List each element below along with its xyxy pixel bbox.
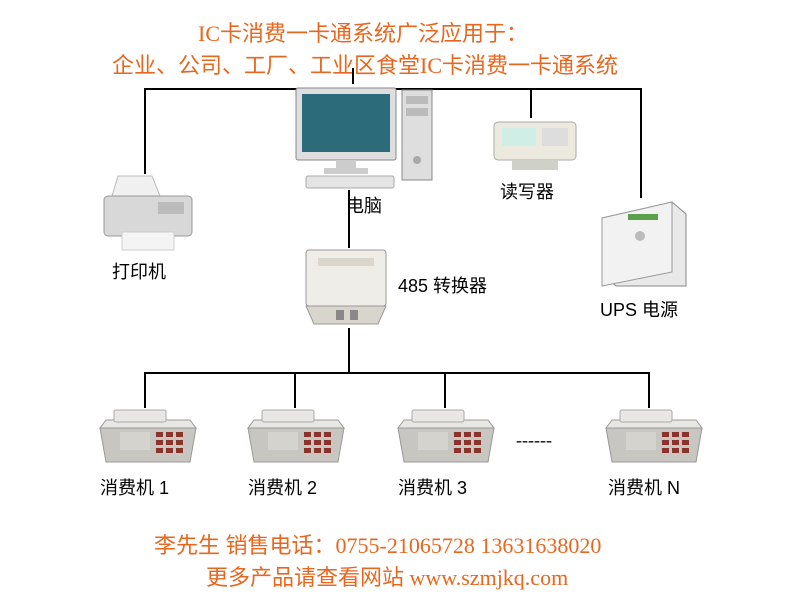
edge xyxy=(144,372,650,374)
label-computer: 电脑 xyxy=(346,192,382,218)
footer-line1: 李先生 销售电话：0755-21065728 13631638020 xyxy=(154,528,601,560)
node-pos2 xyxy=(240,406,352,473)
title-line1: IC卡消费一卡通系统广泛应用于： xyxy=(198,16,528,48)
edge xyxy=(640,88,642,198)
footer-line2: 更多产品请查看网站 www.szmjkq.com xyxy=(206,560,568,592)
node-printer xyxy=(98,172,198,259)
footer-url[interactable]: www.szmjkq.com xyxy=(410,565,569,590)
label-printer: 打印机 xyxy=(112,258,166,284)
edge xyxy=(348,328,350,374)
node-pos1 xyxy=(92,406,204,473)
node-computer xyxy=(288,82,438,195)
node-reader xyxy=(490,116,580,177)
label-posN: 消费机 N xyxy=(608,474,680,500)
label-pos3: 消费机 3 xyxy=(398,474,467,500)
footer-line2-prefix: 更多产品请查看网站 xyxy=(206,565,410,590)
edge xyxy=(444,372,446,408)
node-ups xyxy=(596,196,692,297)
edge xyxy=(294,372,296,408)
node-pos3 xyxy=(390,406,502,473)
label-pos2: 消费机 2 xyxy=(248,474,317,500)
ellipsis: ------ xyxy=(516,430,552,451)
label-converter: 485 转换器 xyxy=(398,272,487,298)
label-pos1: 消费机 1 xyxy=(100,474,169,500)
edge xyxy=(648,372,650,408)
node-converter xyxy=(300,246,392,333)
edge xyxy=(530,88,532,118)
label-ups: UPS 电源 xyxy=(600,296,678,322)
title-line2: 企业、公司、工厂、工业区食堂IC卡消费一卡通系统 xyxy=(112,48,618,80)
edge xyxy=(144,88,146,174)
edge xyxy=(144,372,146,408)
label-reader: 读写器 xyxy=(500,178,554,204)
node-posN xyxy=(598,406,710,473)
